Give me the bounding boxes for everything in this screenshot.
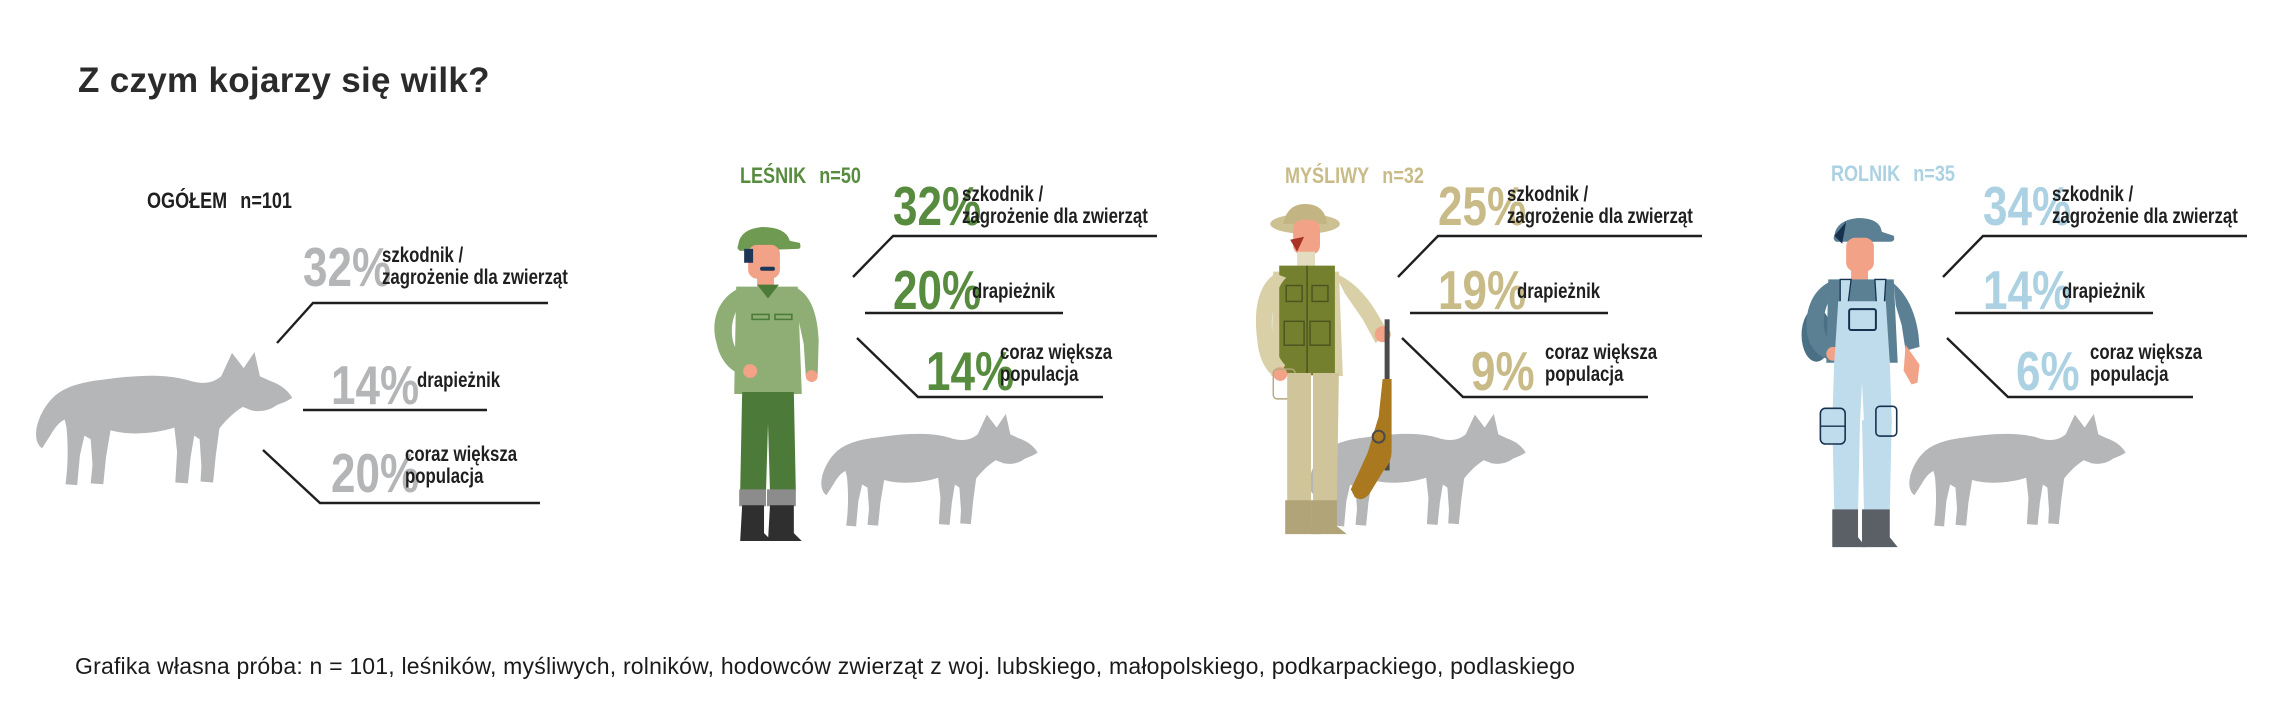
stat-label: drapieżnik	[1517, 280, 1601, 303]
farmer-figure	[1801, 217, 1920, 548]
group-sample-size: n=35	[1913, 161, 1955, 186]
wolf-silhouette	[812, 404, 1040, 537]
hunter-figure	[1255, 203, 1392, 535]
callout-lines	[262, 301, 548, 505]
callout-lines	[1942, 234, 2247, 399]
stat-value: 14%	[331, 354, 420, 416]
stat-value: 20%	[331, 442, 420, 504]
wolf-silhouette	[1900, 404, 2128, 537]
callout-lines	[852, 234, 1157, 399]
stat-label: szkodnik / zagrożenie dla zwierząt	[962, 183, 1148, 228]
stat-value: 14%	[1983, 259, 2072, 321]
stat-label: szkodnik / zagrożenie dla zwierząt	[1507, 183, 1693, 228]
group-hunter-title: MYŚLIWY n=32	[1285, 163, 1424, 189]
stat-label: coraz większa populacja	[2090, 341, 2203, 386]
stat-value: 20%	[893, 259, 982, 321]
stat-value: 14%	[926, 340, 1015, 402]
stat-label: drapieżnik	[417, 369, 501, 392]
callout-lines	[1397, 234, 1702, 399]
source-caption: Grafika własna próba: n = 101, leśników,…	[75, 653, 1576, 679]
stat-label: coraz większa populacja	[1000, 341, 1113, 386]
stat-label: coraz większa populacja	[405, 443, 518, 488]
group-name: LEŚNIK	[740, 163, 807, 188]
stat-label: drapieżnik	[2062, 280, 2146, 303]
group-name: MYŚLIWY	[1285, 163, 1370, 188]
group-sample-size: n=50	[819, 163, 861, 188]
stat-label: drapieżnik	[972, 280, 1056, 303]
stat-label: szkodnik / zagrożenie dla zwierząt	[2052, 183, 2238, 228]
stat-value: 25%	[1438, 175, 1527, 237]
stat-value: 9%	[1471, 340, 1535, 402]
group-farmer-title: ROLNIK n=35	[1831, 161, 1955, 187]
group-name: ROLNIK	[1831, 161, 1901, 186]
stat-value: 32%	[893, 175, 982, 237]
page-title: Z czym kojarzy się wilk?	[78, 61, 490, 101]
stat-value: 6%	[2016, 340, 2080, 402]
stat-value: 19%	[1438, 259, 1527, 321]
forester-figure	[714, 226, 819, 542]
group-name: OGÓŁEM	[147, 188, 228, 213]
group-forester-title: LEŚNIK n=50	[740, 163, 861, 189]
group-sample-size: n=101	[240, 188, 292, 213]
stat-value: 34%	[1983, 175, 2072, 237]
group-sample-size: n=32	[1382, 163, 1424, 188]
stat-label: coraz większa populacja	[1545, 341, 1658, 386]
stat-label: szkodnik / zagrożenie dla zwierząt	[382, 244, 568, 289]
stat-value: 32%	[303, 236, 392, 298]
group-overall-title: OGÓŁEM n=101	[147, 188, 292, 214]
